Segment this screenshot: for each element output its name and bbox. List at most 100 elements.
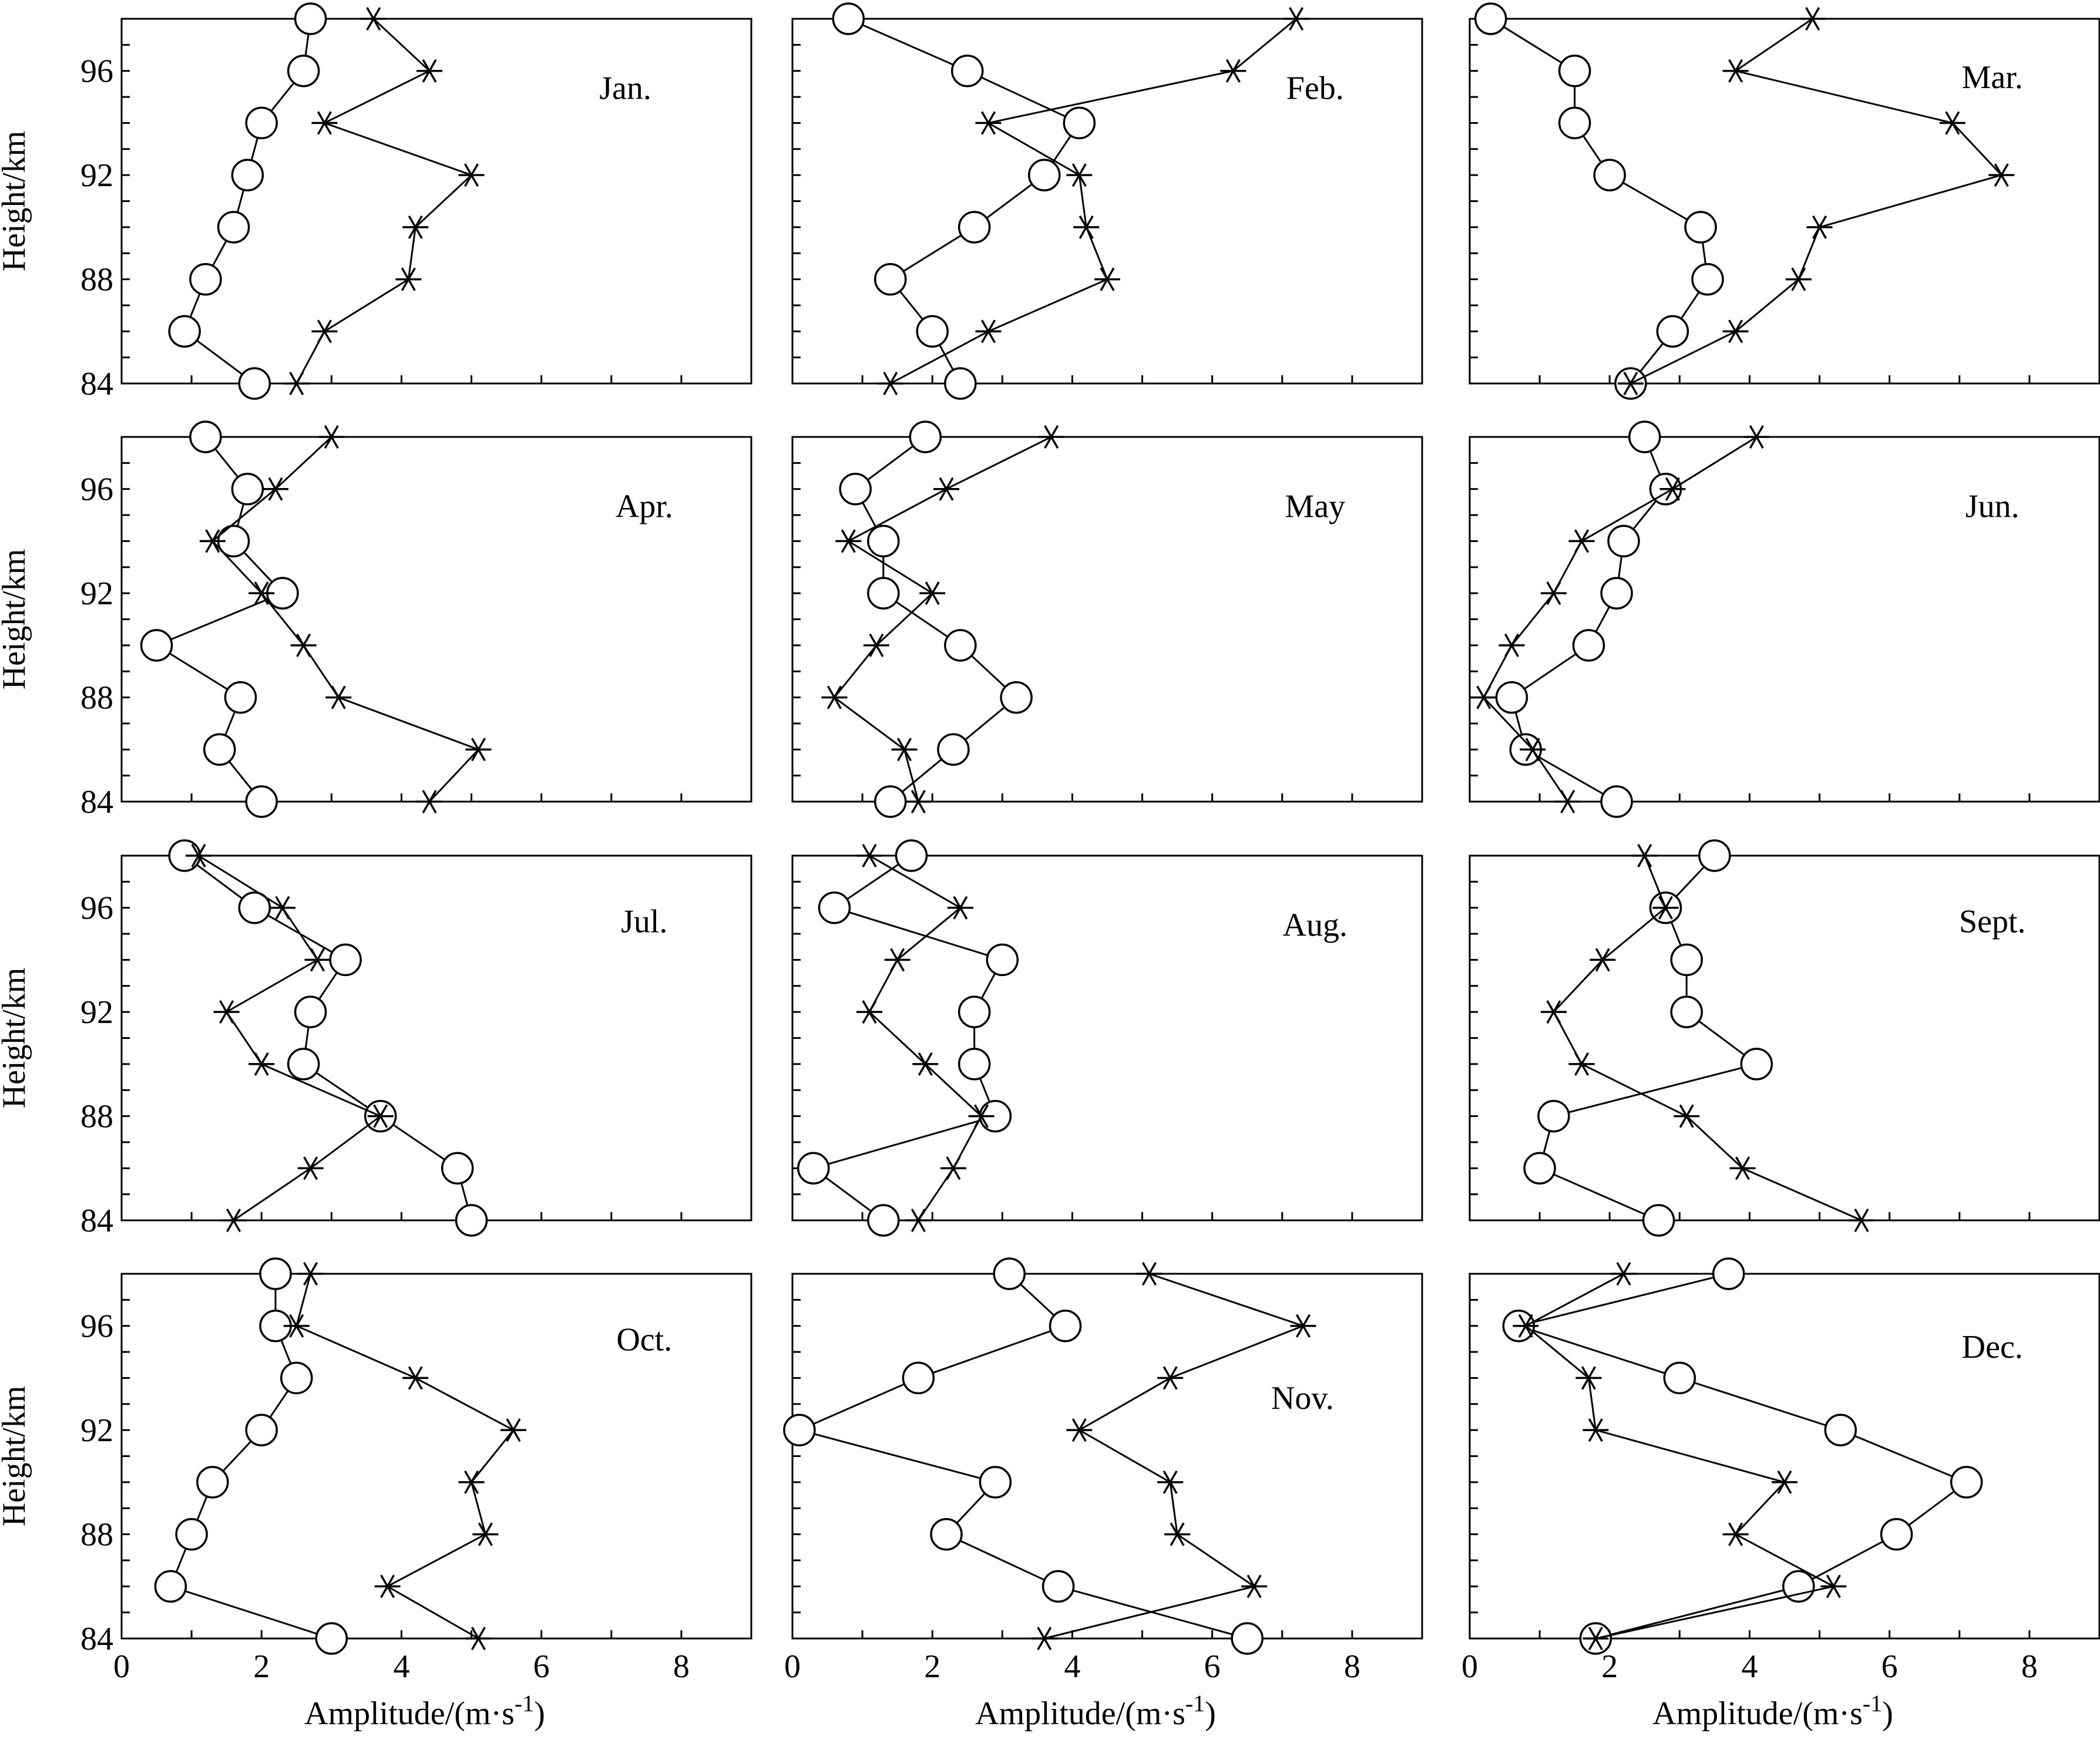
month-label: Dec.	[1962, 1329, 2023, 1365]
circle-marker	[189, 420, 222, 453]
circle-marker	[217, 211, 250, 244]
circle-marker	[294, 2, 327, 35]
x-tick-label: 0	[784, 1648, 801, 1685]
star-marker	[1498, 633, 1525, 657]
x-axis-label-text: Amplitude/(m·s	[304, 1695, 515, 1732]
star-marker	[1722, 319, 1749, 344]
star-marker	[884, 948, 910, 972]
circle-marker	[1000, 681, 1033, 714]
x-tick-label: 8	[1344, 1648, 1360, 1685]
circle-marker	[930, 1518, 963, 1551]
star-stroke	[1037, 1626, 1052, 1651]
star-stroke	[422, 59, 437, 83]
panel: 84 88 92 96 Height/km Jan.	[0, 2, 752, 402]
star-series-line	[1524, 1273, 1836, 1640]
star-marker	[416, 59, 443, 83]
y-tick-label: 84	[80, 784, 113, 820]
star-stroke	[1525, 738, 1540, 762]
star-stroke	[191, 843, 206, 868]
star-marker	[248, 581, 275, 605]
circle-marker	[1537, 1099, 1570, 1133]
month-label: Feb.	[1286, 70, 1344, 107]
star-marker	[213, 1000, 240, 1024]
circle-marker	[951, 54, 984, 88]
star-stroke	[1749, 425, 1764, 449]
star-marker	[297, 1261, 324, 1286]
star-stroke	[1994, 163, 2009, 187]
circle-marker	[196, 1466, 229, 1499]
star-marker	[1157, 1470, 1184, 1494]
star-stroke	[275, 896, 290, 920]
circle-marker	[168, 315, 201, 348]
star-series-line	[1630, 18, 2003, 385]
circle-marker	[874, 263, 907, 296]
circle-marker	[1231, 1622, 1264, 1655]
star-stroke	[331, 685, 346, 709]
x-tick-label: 8	[673, 1648, 690, 1685]
star-marker	[297, 1156, 324, 1180]
star-marker	[1582, 1626, 1609, 1651]
x-axis-label-text: Amplitude/(m·s	[1652, 1695, 1863, 1732]
circle-marker	[1782, 1570, 1815, 1603]
star-stroke	[401, 267, 416, 291]
circle-marker	[986, 943, 1019, 977]
star-stroke	[226, 1208, 241, 1233]
star-stroke	[296, 633, 311, 657]
circle-marker	[238, 367, 271, 400]
star-marker	[500, 1418, 527, 1442]
circle-marker	[957, 995, 991, 1028]
y-tick-label: 92	[80, 1412, 113, 1449]
star-marker	[1164, 1522, 1191, 1546]
star-marker	[186, 843, 212, 868]
star-marker	[290, 633, 317, 657]
circle-marker	[1950, 1466, 1983, 1499]
star-marker	[269, 896, 295, 920]
star-marker	[1073, 215, 1100, 239]
panel: 0 2 4 6 8 Amplitude/(m·s-1) Nov.	[783, 1257, 1423, 1732]
x-tick-label: 4	[393, 1648, 409, 1685]
star-stroke	[1805, 6, 1820, 31]
circle-marker	[1041, 1570, 1075, 1603]
circle-marker	[957, 211, 991, 244]
star-marker	[1743, 425, 1770, 449]
star-stroke	[1071, 1418, 1087, 1442]
star-stroke	[310, 948, 325, 972]
star-stroke	[1476, 685, 1491, 709]
circle-marker	[1474, 2, 1507, 35]
star-marker	[1659, 477, 1686, 501]
month-label: Jul.	[621, 903, 667, 940]
star-marker	[1470, 685, 1497, 709]
circle-series-line	[811, 854, 1004, 1222]
star-stroke	[1518, 1314, 1533, 1338]
star-marker	[1722, 59, 1749, 83]
circle-marker	[1049, 1309, 1082, 1342]
y-axis-label: Height/km	[0, 549, 32, 690]
star-stroke	[1289, 6, 1304, 31]
month-label: May	[1285, 489, 1345, 525]
star-marker	[248, 1052, 275, 1076]
star-marker	[975, 111, 1002, 135]
circle-marker	[245, 1414, 278, 1446]
star-marker	[360, 6, 387, 31]
star-stroke	[1777, 1470, 1792, 1494]
circle-series-line	[1538, 854, 1759, 1222]
star-stroke	[1658, 896, 1674, 920]
circle-marker	[1670, 995, 1703, 1028]
star-stroke	[254, 1052, 269, 1076]
month-label: Sept.	[1959, 903, 2026, 940]
star-stroke	[1854, 1208, 1869, 1233]
star-marker	[1066, 163, 1093, 187]
x-axis-label: Amplitude/(m·s-1)	[304, 1690, 545, 1732]
star-marker	[1290, 1314, 1316, 1338]
star-series-line	[1482, 436, 1758, 802]
star-stroke	[1141, 1261, 1157, 1286]
month-label: Jan.	[599, 70, 651, 107]
star-stroke	[826, 685, 842, 709]
x-axis-label-sup: -1	[1863, 1690, 1882, 1717]
star-stroke	[1574, 1052, 1590, 1076]
panel: Mar.	[1469, 2, 2100, 400]
star-marker	[367, 1104, 394, 1128]
star-stroke	[1728, 319, 1743, 344]
circle-marker	[1600, 785, 1633, 818]
